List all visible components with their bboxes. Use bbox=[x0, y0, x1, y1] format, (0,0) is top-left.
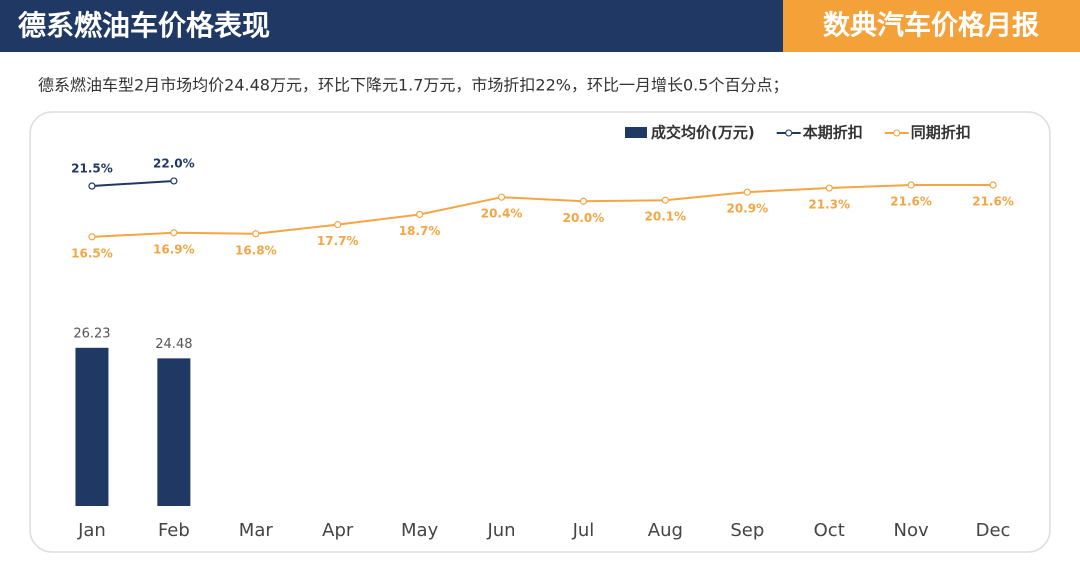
marker bbox=[825, 184, 833, 192]
marker bbox=[88, 182, 96, 190]
x-tick-label: Dec bbox=[976, 520, 1011, 541]
point-label: 20.0% bbox=[563, 211, 605, 225]
marker bbox=[252, 230, 260, 238]
legend-label: 成交均价(万元) bbox=[651, 124, 755, 142]
bar bbox=[157, 358, 191, 506]
line bbox=[91, 184, 994, 238]
x-tick-label: May bbox=[401, 520, 439, 541]
chart-card bbox=[29, 111, 1051, 553]
x-tick-label: Oct bbox=[814, 520, 845, 541]
bar-label: 24.48 bbox=[155, 337, 192, 352]
point-label: 21.5% bbox=[71, 162, 113, 176]
marker bbox=[989, 181, 997, 189]
legend-label: 同期折扣 bbox=[911, 124, 971, 142]
x-tick-label: Sep bbox=[730, 520, 764, 541]
marker bbox=[579, 197, 588, 205]
bar bbox=[75, 347, 109, 506]
brand-box bbox=[783, 0, 1080, 52]
x-tick-label: Jan bbox=[77, 520, 106, 541]
point-label: 16.8% bbox=[235, 243, 277, 257]
point-label: 17.7% bbox=[317, 234, 359, 248]
point-label: 16.5% bbox=[71, 246, 113, 260]
x-tick-label: Mar bbox=[239, 520, 274, 541]
point-label: 20.1% bbox=[645, 210, 687, 224]
marker bbox=[907, 181, 915, 189]
legend-swatch bbox=[893, 129, 901, 137]
legend-swatch bbox=[625, 127, 647, 138]
marker bbox=[743, 188, 751, 196]
subtitle: 德系燃油车型2月市场均价24.48万元，环比下降元1.7万元，市场折扣22%，环… bbox=[38, 76, 788, 95]
marker bbox=[88, 233, 96, 241]
point-label: 18.7% bbox=[399, 224, 441, 238]
point-label: 20.4% bbox=[481, 207, 523, 221]
marker bbox=[170, 229, 178, 237]
x-tick-label: Feb bbox=[158, 520, 190, 541]
point-label: 21.3% bbox=[808, 198, 850, 212]
x-tick-label: Aug bbox=[648, 520, 683, 541]
brand-label: 数典汽车价格月报 bbox=[823, 10, 1039, 42]
point-label: 21.6% bbox=[972, 195, 1014, 209]
marker bbox=[416, 210, 424, 219]
plot: Jan Feb Mar Apr May Jun Jul Aug Sep Oct Nov Dec 26.2… bbox=[71, 124, 1014, 542]
point-label: 20.9% bbox=[726, 202, 768, 216]
x-tick-label: Jun bbox=[486, 520, 515, 541]
x-tick-label: Nov bbox=[894, 520, 929, 541]
point-label: 21.6% bbox=[890, 195, 932, 209]
marker bbox=[334, 221, 342, 229]
x-tick-label: Jul bbox=[572, 520, 595, 541]
point-label: 22.0% bbox=[153, 156, 195, 170]
marker bbox=[661, 196, 669, 204]
header-title: 德系燃油车价格表现 bbox=[18, 9, 270, 42]
point-label: 16.9% bbox=[153, 242, 195, 256]
bar-label: 26.23 bbox=[73, 326, 110, 341]
marker bbox=[170, 177, 178, 185]
marker bbox=[497, 193, 506, 201]
legend-label: 本期折扣 bbox=[803, 124, 863, 142]
x-tick-label: Apr bbox=[322, 520, 354, 541]
line bbox=[91, 179, 174, 188]
legend-swatch bbox=[785, 129, 793, 137]
